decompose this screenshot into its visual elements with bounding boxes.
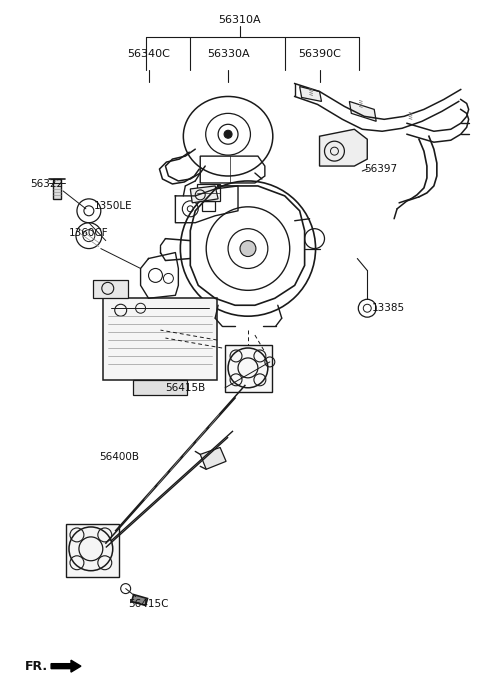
Text: 1350LE: 1350LE	[94, 201, 132, 211]
Text: 56340C: 56340C	[127, 49, 170, 58]
Polygon shape	[190, 186, 218, 203]
Polygon shape	[300, 86, 322, 102]
Polygon shape	[93, 280, 128, 299]
Text: 56330A: 56330A	[207, 49, 250, 58]
Circle shape	[224, 130, 232, 139]
Polygon shape	[103, 299, 217, 380]
Text: 56310A: 56310A	[219, 15, 261, 25]
FancyArrow shape	[51, 661, 81, 672]
Polygon shape	[132, 380, 187, 395]
Text: 56400B: 56400B	[99, 452, 139, 462]
Text: 56397: 56397	[364, 164, 397, 174]
Text: 1360CF: 1360CF	[69, 228, 108, 237]
Polygon shape	[200, 448, 226, 469]
Text: 56415C: 56415C	[128, 599, 169, 608]
Text: 56415B: 56415B	[165, 383, 205, 393]
Text: FR.: FR.	[25, 660, 48, 672]
Text: 56390C: 56390C	[298, 49, 341, 58]
Polygon shape	[349, 102, 376, 121]
Text: 13385: 13385	[372, 303, 405, 313]
Polygon shape	[66, 524, 119, 577]
Text: 56322: 56322	[31, 179, 64, 189]
Circle shape	[240, 241, 256, 257]
Polygon shape	[320, 129, 367, 166]
Polygon shape	[225, 345, 272, 392]
Polygon shape	[132, 594, 147, 606]
Polygon shape	[53, 179, 61, 199]
